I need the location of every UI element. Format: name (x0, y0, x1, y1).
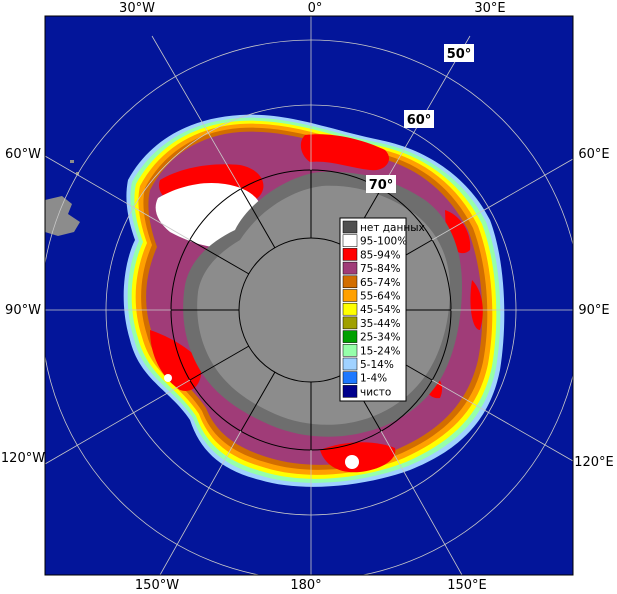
latitude-label-60: 60° (404, 110, 434, 128)
map-frame (44, 15, 574, 576)
svg-text:70°: 70° (369, 178, 394, 193)
label-60w: 60°W (5, 147, 41, 162)
svg-text:50°: 50° (447, 47, 472, 62)
meridian-grid-outer (45, 16, 573, 575)
legend-label: 1-4% (360, 373, 387, 385)
label-90w: 90°W (5, 303, 41, 318)
legend-swatch (342, 234, 358, 247)
label-150w: 150°W (135, 578, 179, 593)
legend-swatch (342, 330, 358, 343)
latitude-label-70: 70° (366, 175, 396, 193)
legend-swatch (342, 385, 358, 398)
legend-swatch (342, 357, 358, 371)
legend-swatch (342, 220, 358, 234)
legend-label: 65-74% (360, 277, 401, 289)
legend-label: 5-14% (360, 359, 394, 371)
legend-swatch (342, 261, 358, 275)
legend-label: 95-100% (360, 236, 407, 248)
legend: нет данных 95-100%85-94% 75-84% 65-74% 55-64… (339, 217, 425, 402)
legend-label: 15-24% (360, 345, 401, 357)
label-30w: 30°W (119, 1, 155, 16)
legend-label: 25-34% (360, 332, 401, 344)
label-30e: 30°E (474, 1, 505, 16)
legend-swatch (342, 316, 358, 330)
label-0: 0° (308, 1, 323, 16)
legend-label: чисто (360, 386, 391, 398)
label-120w: 120°W (1, 451, 45, 466)
latitude-label-50: 50° (444, 44, 474, 62)
label-60e: 60°E (578, 147, 609, 162)
label-180: 180° (290, 578, 321, 593)
legend-swatch (342, 344, 358, 357)
legend-label: 45-54% (360, 304, 401, 316)
legend-label: 85-94% (360, 249, 401, 261)
legend-label: 35-44% (360, 318, 401, 330)
legend-swatch (342, 371, 358, 384)
legend-label: 55-64% (360, 291, 401, 303)
legend-swatch (342, 302, 358, 316)
legend-swatch (342, 248, 358, 261)
svg-text:60°: 60° (407, 113, 432, 128)
label-90e: 90°E (578, 303, 609, 318)
legend-label: нет данных (360, 222, 425, 234)
label-150e: 150°E (447, 578, 487, 593)
legend-label: 75-84% (360, 263, 401, 275)
label-120e: 120°E (574, 455, 614, 470)
legend-swatch (342, 289, 358, 302)
south-america-land (45, 160, 80, 236)
legend-swatch (342, 275, 358, 289)
